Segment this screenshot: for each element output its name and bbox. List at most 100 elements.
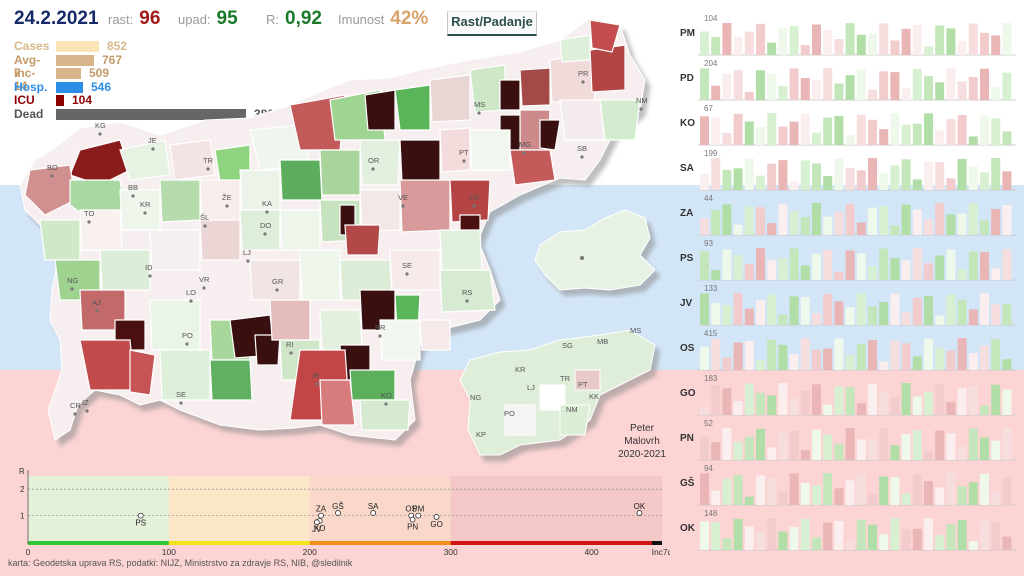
risk-strip-end <box>652 541 662 545</box>
region-name: GO <box>680 388 696 399</box>
region-bar <box>800 265 810 280</box>
region-bar <box>991 339 1001 370</box>
region-bar <box>800 297 810 325</box>
region-bar <box>912 528 922 550</box>
municipality-dot <box>131 194 135 198</box>
region-bar <box>744 436 754 460</box>
region-bar <box>744 341 754 370</box>
municipality-patches <box>24 19 641 431</box>
region-bar <box>980 473 989 505</box>
region-sparkbars <box>698 293 1016 326</box>
region-bar <box>789 121 799 145</box>
region-bar <box>800 450 810 460</box>
region-bar <box>722 23 732 55</box>
region-bar <box>800 518 810 550</box>
municipality-dot <box>179 401 183 405</box>
region-bar <box>834 211 844 235</box>
region-bar <box>856 474 866 505</box>
region-bar <box>868 33 877 55</box>
region-max: 67 <box>704 104 713 113</box>
region-bar <box>845 135 855 145</box>
region-bar <box>968 166 978 190</box>
region-bar <box>711 210 721 235</box>
region-bar <box>700 251 709 280</box>
municipality-dot <box>371 167 375 171</box>
region-bar <box>968 353 978 370</box>
map-label: DO <box>260 221 271 230</box>
point-label: GO <box>430 520 442 529</box>
region-bar <box>856 403 866 415</box>
region-bar <box>1002 204 1012 235</box>
region-bar <box>845 355 855 370</box>
y-tick: 1 <box>20 512 25 521</box>
region-bar <box>912 429 922 460</box>
region-bar <box>856 519 866 550</box>
region-bar <box>901 493 911 505</box>
region-bar <box>924 76 933 100</box>
region-bar <box>1002 477 1012 505</box>
region-name: GŠ <box>680 478 695 489</box>
region-bar <box>1002 23 1012 55</box>
region-bar <box>980 220 989 235</box>
region-bar <box>991 268 1001 280</box>
region-bar <box>812 313 821 325</box>
region-sparkbars <box>698 338 1016 371</box>
region-bar <box>946 402 956 415</box>
map-label: MG <box>519 140 531 149</box>
municipality-dot <box>143 211 147 215</box>
region-bar <box>823 404 833 415</box>
stat-bar <box>56 54 94 66</box>
region-bar <box>845 167 855 190</box>
stat-value: 767 <box>102 52 123 67</box>
region-bar <box>991 35 1001 55</box>
region-bar <box>733 168 743 190</box>
mini-map-slovenia <box>534 209 656 291</box>
region-bar <box>789 68 799 100</box>
growth-decline-toggle[interactable]: Rast/Padanje <box>447 11 537 36</box>
stat-value: 852 <box>107 39 128 53</box>
region-bar <box>890 340 900 370</box>
region-bar <box>879 129 889 145</box>
region-bar <box>711 270 721 280</box>
region-bar <box>834 301 844 325</box>
lower-mini-map-patches <box>504 369 601 436</box>
region-bar <box>890 477 900 505</box>
region-bar <box>890 518 900 550</box>
region-bar <box>722 169 732 190</box>
region-panel-3: SA 199 <box>676 149 1018 193</box>
region-bar <box>879 301 889 325</box>
region-bar <box>789 354 799 370</box>
region-bar <box>935 25 945 55</box>
region-bar <box>968 136 978 145</box>
region-max: 148 <box>704 509 718 518</box>
x-tick: 100 <box>162 547 176 557</box>
region-bar <box>912 356 922 370</box>
region-bar <box>980 345 989 370</box>
region-panel-1: PD 204 <box>676 59 1018 103</box>
region-bar <box>968 76 978 100</box>
map-label: KA <box>262 199 272 208</box>
region-bar <box>901 529 911 550</box>
region-bar <box>834 338 844 370</box>
region-bar <box>890 72 900 100</box>
region-bar <box>767 478 777 505</box>
risk-band <box>450 476 662 542</box>
region-bar <box>856 114 866 145</box>
municipality-dot <box>378 334 382 338</box>
region-bar <box>845 428 855 460</box>
municipality-dot <box>405 272 409 276</box>
region-bar <box>744 526 754 550</box>
region-sparkbars <box>698 248 1016 281</box>
map-label: TR <box>203 156 214 165</box>
region-bar <box>756 532 765 550</box>
x-tick: 400 <box>584 547 598 557</box>
region-bar <box>924 113 933 145</box>
region-bar <box>946 350 956 370</box>
region-bar <box>789 526 799 550</box>
region-bar <box>980 68 989 100</box>
region-bar <box>980 520 989 550</box>
region-bar <box>812 80 821 100</box>
region-bar <box>845 387 855 415</box>
region-bar <box>845 75 855 100</box>
